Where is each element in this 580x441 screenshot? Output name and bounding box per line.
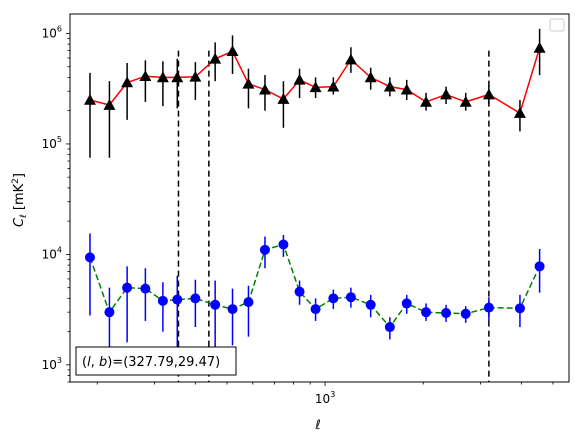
series-2-point-8 <box>210 299 221 310</box>
series-1-point-8 <box>209 52 222 64</box>
series-2-point-16 <box>345 292 356 303</box>
series-2-point-18 <box>384 322 395 333</box>
series-1-point-15 <box>327 80 340 92</box>
series-1-point-2 <box>103 99 116 110</box>
series-2-point-22 <box>460 308 471 319</box>
series-1-point-23 <box>482 88 495 100</box>
series-2-point-9 <box>227 304 238 315</box>
series-1-point-3 <box>121 76 134 88</box>
series-1-point-22 <box>459 95 472 107</box>
series-2-point-15 <box>328 293 339 304</box>
series-1-point-14 <box>309 81 322 93</box>
series-1-point-11 <box>258 83 271 95</box>
series-1-point-21 <box>440 88 453 100</box>
vertical-reference-lines <box>177 50 490 382</box>
legend-box <box>549 18 565 32</box>
series-2-point-5 <box>157 295 168 306</box>
series-1-point-13 <box>293 73 306 85</box>
x-tick-label: 103 <box>315 390 335 406</box>
series-1-point-20 <box>420 95 433 107</box>
series-1-point-12 <box>277 93 290 104</box>
series-1-point-4 <box>139 70 152 82</box>
data-series <box>83 28 546 365</box>
annotation-box <box>75 346 237 376</box>
series-2-point-19 <box>401 298 412 309</box>
y-tick-label: 106 <box>42 24 62 40</box>
series-1-point-9 <box>226 45 239 57</box>
series-1-point-5 <box>156 71 169 83</box>
series-2-point-4 <box>140 283 151 294</box>
legend <box>549 18 565 32</box>
series-2-point-20 <box>421 307 432 318</box>
x-axis-label: ℓ <box>314 418 320 433</box>
series-2-point-12 <box>278 239 289 250</box>
series-2-point-3 <box>122 282 133 293</box>
series-1-point-6 <box>171 71 184 83</box>
series-2-point-10 <box>243 297 254 308</box>
series-2-point-23 <box>483 302 494 313</box>
series-2-point-7 <box>190 293 201 304</box>
series-2-point-25 <box>534 261 545 272</box>
annotation-text: (l, b)=(327.79,29.47) <box>82 355 220 370</box>
series-1-point-18 <box>383 80 396 92</box>
series-1-point-16 <box>344 53 357 65</box>
y-tick-label: 103 <box>42 356 62 372</box>
series-1-point-10 <box>242 77 255 89</box>
tick-labels: 103 103 104 105 106 <box>42 24 336 406</box>
series-2-point-6 <box>172 294 183 305</box>
series-1-point-25 <box>533 41 546 53</box>
plot-area <box>70 14 569 382</box>
plot-frame <box>69 13 570 383</box>
series-2 <box>84 233 545 365</box>
series-2-point-1 <box>84 252 95 263</box>
coordinates-annotation: (l, b)=(327.79,29.47) <box>75 346 237 376</box>
series-2-point-14 <box>310 304 321 315</box>
series-2-point-17 <box>365 299 376 310</box>
series-1-point-17 <box>364 71 377 83</box>
series-1-point-24 <box>513 107 526 118</box>
series-2-point-24 <box>514 303 525 314</box>
y-tick-label: 104 <box>42 245 62 261</box>
series-2-point-2 <box>104 307 115 318</box>
series-2-point-21 <box>441 307 452 318</box>
series-1-point-1 <box>83 93 96 105</box>
series-2-point-13 <box>294 286 305 297</box>
y-axis-label: Cℓ [mK2] <box>11 173 29 227</box>
series-2-point-11 <box>259 244 270 255</box>
series-1 <box>83 28 546 158</box>
axis-ticks <box>66 33 554 386</box>
y-tick-label: 105 <box>42 135 62 151</box>
series-1-point-19 <box>400 83 413 95</box>
series-1-point-7 <box>189 70 202 82</box>
